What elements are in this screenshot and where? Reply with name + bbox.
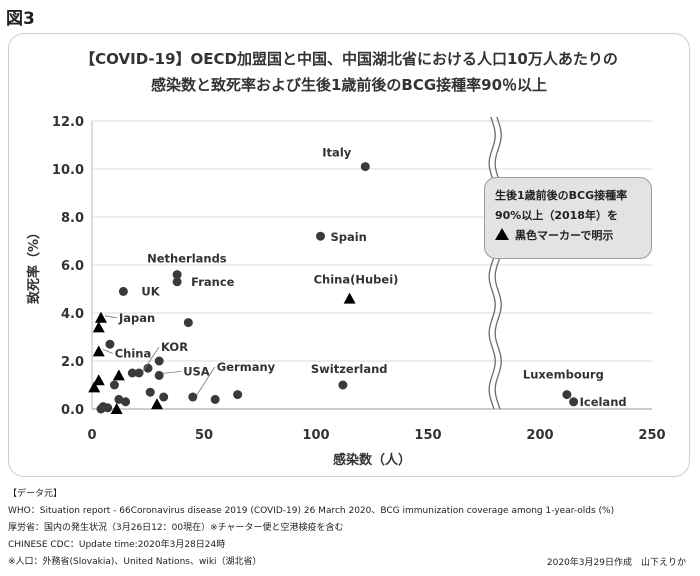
leader-line (196, 366, 216, 396)
data-point-circle (145, 387, 155, 397)
data-point-triangle (92, 345, 105, 357)
data-point-circle (109, 380, 119, 390)
data-point-triangle (343, 292, 356, 304)
legend-text: 生後1歳前後のBCG接種率90%以上（2018年）を (495, 189, 628, 222)
credit: 2020年3月29日作成 山下えりか (546, 558, 686, 568)
legend-marker-text: 黒色マーカーで明示 (515, 229, 614, 242)
axis-break-line (494, 116, 502, 410)
data-label: Luxembourg (523, 368, 604, 382)
y-tick-label: 10.0 (52, 163, 84, 178)
notes-line-4: CHINESE CDC：Update time:2020年3月28日24時 (8, 540, 226, 550)
data-point-circle (134, 368, 144, 378)
legend-marker-row: 黒色マーカーで明示 (495, 226, 641, 246)
x-tick-label: 100 (302, 428, 329, 443)
data-point-circle (143, 363, 153, 373)
data-label: Iceland (580, 395, 627, 409)
data-point-circle (360, 162, 370, 172)
data-label: China (115, 346, 152, 360)
data-point-circle (233, 390, 243, 400)
axis-break-line (488, 116, 496, 410)
data-point-circle (315, 231, 325, 241)
leader-line (142, 346, 160, 372)
data-label: China(Hubei) (314, 273, 399, 287)
notes-line-2: WHO：Situation report - 66Coronavirus dis… (8, 506, 615, 516)
data-point-triangle (94, 311, 107, 323)
data-point-circle (121, 397, 131, 407)
x-axis-title: 感染数（人） (333, 452, 411, 468)
y-tick-label: 8.0 (61, 211, 84, 226)
y-tick-label: 0.0 (61, 403, 84, 418)
data-point-circle (183, 318, 193, 328)
data-label: Germany (217, 360, 276, 374)
triangle-marker-icon (495, 228, 509, 240)
notes-line-1: 【データ元】 (8, 489, 63, 499)
y-tick-label: 2.0 (61, 355, 84, 370)
data-point-circle (118, 286, 128, 296)
legend-box: 生後1歳前後のBCG接種率90%以上（2018年）を 黒色マーカーで明示 (484, 177, 652, 259)
data-point-circle (569, 397, 579, 407)
data-point-triangle (88, 381, 101, 393)
data-point-circle (105, 339, 115, 349)
data-point-circle (159, 392, 169, 402)
data-point-circle (154, 356, 164, 366)
data-point-circle (127, 368, 137, 378)
data-label: KOR (161, 340, 188, 354)
data-label: Italy (322, 146, 351, 160)
data-point-circle (154, 370, 164, 380)
y-axis-title: 致死率（%） (26, 226, 42, 304)
x-tick-label: 200 (526, 428, 553, 443)
notes-line-3: 厚労省：国内の発生状況（3月26日12：00現在）※チャーター便と空港検疫を含む (8, 523, 344, 533)
data-label: USA (183, 364, 210, 378)
data-point-circle (338, 380, 348, 390)
y-tick-label: 6.0 (61, 259, 84, 274)
data-label: Netherlands (147, 252, 227, 266)
notes-line-5: ※人口：外務省(Slovakia)、United Nations、wiki（湖北… (8, 557, 262, 567)
x-tick-label: 0 (87, 428, 96, 443)
data-label: Spain (330, 230, 366, 244)
data-point-circle (562, 390, 572, 400)
data-point-circle (172, 270, 182, 280)
leader-line (102, 349, 113, 354)
data-point-triangle (112, 369, 125, 381)
data-label: Japan (118, 311, 155, 325)
data-point-triangle (110, 403, 123, 414)
chart-title-line2: 感染数と致死率および生後1歳前後のBCG接種率90％以上 (150, 76, 548, 94)
leader-line (163, 371, 182, 374)
x-tick-label: 50 (195, 428, 213, 443)
y-tick-label: 4.0 (61, 307, 84, 322)
figure-label: 図3 (6, 9, 35, 29)
data-point-circle (172, 277, 182, 287)
data-label: UK (141, 284, 160, 298)
data-point-triangle (92, 321, 105, 333)
leader-line (104, 315, 118, 319)
data-point-circle (210, 394, 220, 404)
data-point-circle (188, 392, 198, 402)
data-label: France (191, 275, 235, 289)
chart-title-line1: 【COVID-19】OECD加盟国と中国、中国湖北省における人口10万人あたりの (80, 50, 618, 68)
data-label: Switzerland (311, 362, 388, 376)
x-tick-label: 250 (638, 428, 665, 443)
data-point-circle (103, 403, 113, 413)
x-tick-label: 150 (414, 428, 441, 443)
data-point-circle (96, 404, 106, 414)
data-source-notes: 【データ元】 WHO：Situation report - 66Coronavi… (8, 486, 614, 571)
data-point-triangle (150, 398, 163, 410)
y-tick-label: 12.0 (52, 115, 84, 130)
data-point-triangle (92, 374, 105, 386)
